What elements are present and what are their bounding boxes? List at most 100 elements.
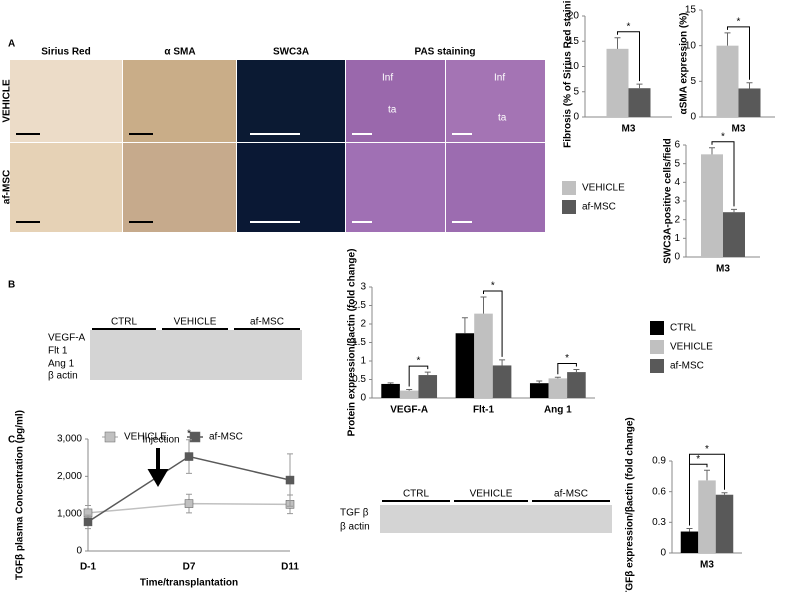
blot-group: af-MSC [250, 317, 284, 328]
legend-label: af-MSC [670, 361, 704, 372]
y-tick-label: 2 [674, 214, 680, 225]
bar [399, 390, 419, 398]
y-axis-label: Protein expression/βactin (fold change) [347, 249, 358, 437]
image [10, 143, 122, 232]
bar [418, 375, 438, 398]
y-axis-label: SWC3A-positive cells/field [663, 138, 674, 264]
significance-label: * [491, 281, 495, 292]
x-tick-label: D7 [183, 562, 196, 573]
error-bar [424, 371, 431, 376]
error-bar [387, 382, 394, 384]
y-tick-label: 0 [573, 112, 579, 123]
legend-label: VEHICLE [670, 342, 713, 353]
bar [680, 531, 699, 553]
x-tick-label: M3 [700, 560, 714, 571]
image [237, 60, 345, 142]
y-tick-label: 0 [674, 252, 680, 263]
error-bar [704, 469, 710, 481]
y-axis-label: TGFβ plasma Concentration (pg/ml) [15, 410, 26, 580]
legend-swatch [104, 431, 116, 443]
blot-row: Flt 1 [48, 346, 68, 357]
panel-label: B [8, 280, 15, 291]
y-tick-label: 5 [674, 158, 680, 169]
row-label: VEHICLE [2, 79, 13, 123]
y-tick-label: 0.5 [352, 374, 366, 385]
blot-row: VEGF-A [48, 333, 86, 344]
bar [548, 378, 568, 398]
x-axis-label: Time/transplantation [140, 578, 238, 589]
point [285, 475, 295, 485]
significance-label: * [705, 444, 709, 455]
point [184, 452, 194, 461]
significance-bracket [689, 453, 725, 526]
y-tick-label: 1 [674, 233, 680, 244]
image [346, 143, 445, 232]
x-tick-label: VEGF-A [390, 405, 428, 416]
image [123, 143, 236, 232]
bar [381, 383, 400, 398]
y-tick-label: 0 [660, 548, 666, 559]
blot-group: VEHICLE [174, 317, 217, 328]
y-tick-label: 2.5 [352, 300, 366, 311]
y-tick-label: 3 [360, 282, 366, 293]
error-bar [724, 32, 731, 46]
bar [716, 45, 739, 117]
error-bar [686, 527, 693, 532]
legend-swatch [562, 181, 576, 195]
blot-row: TGF β [340, 508, 369, 519]
legend-label: af-MSC [209, 432, 243, 443]
panel-label: A [8, 39, 15, 50]
injection-arrow [147, 448, 169, 487]
y-tick-label: 10 [568, 61, 580, 72]
blot-group: VEHICLE [470, 489, 513, 500]
stain-label: α SMA [164, 47, 195, 58]
significance-label: * [417, 356, 421, 367]
legend-label: CTRL [670, 323, 697, 334]
bar [492, 365, 512, 398]
y-tick-label: 0.9 [652, 456, 666, 467]
stain-label: Sirius Red [41, 47, 90, 58]
legend-label: VEHICLE [582, 183, 625, 194]
error-bar [614, 37, 621, 49]
y-tick-label: 2 [360, 319, 366, 330]
error-bar [461, 317, 468, 334]
significance-bracket [727, 26, 750, 80]
image [346, 60, 445, 142]
blot-row: Ang 1 [48, 359, 75, 370]
error-bar [636, 83, 643, 89]
y-tick-label: 1 [360, 356, 366, 367]
bar [701, 154, 723, 257]
point [184, 499, 194, 508]
panel-label: C [8, 435, 15, 446]
y-axis-label: αSMA expression (%) [679, 13, 690, 115]
error-bar [721, 492, 728, 495]
significance-label: * [696, 454, 700, 465]
image-label: Inf [382, 73, 393, 84]
image [446, 143, 545, 232]
blot [90, 330, 302, 380]
bar [723, 212, 745, 257]
significance-bracket [617, 31, 640, 82]
significance-bracket [557, 363, 577, 375]
stain-label: PAS staining [415, 47, 476, 58]
significance-label: * [721, 131, 725, 142]
blot-group: CTRL [403, 489, 430, 500]
significance-label: * [565, 353, 569, 364]
x-tick-label: Ang 1 [544, 405, 572, 416]
image [446, 60, 545, 142]
y-tick-label: 2,000 [57, 471, 82, 482]
error-bar [573, 369, 580, 373]
image [10, 60, 122, 142]
bar [567, 372, 586, 398]
image [237, 143, 345, 232]
y-tick-label: 0 [360, 393, 366, 404]
y-tick-label: 5 [690, 76, 696, 87]
significance-bracket [711, 141, 735, 207]
significance-label: * [627, 21, 631, 32]
y-tick-label: 0 [76, 546, 82, 557]
bar [474, 313, 493, 398]
legend-swatch [562, 200, 576, 214]
significance-bracket [483, 290, 503, 357]
y-axis-label: Fibrosis (% of Sirius Red staining) [563, 0, 574, 148]
